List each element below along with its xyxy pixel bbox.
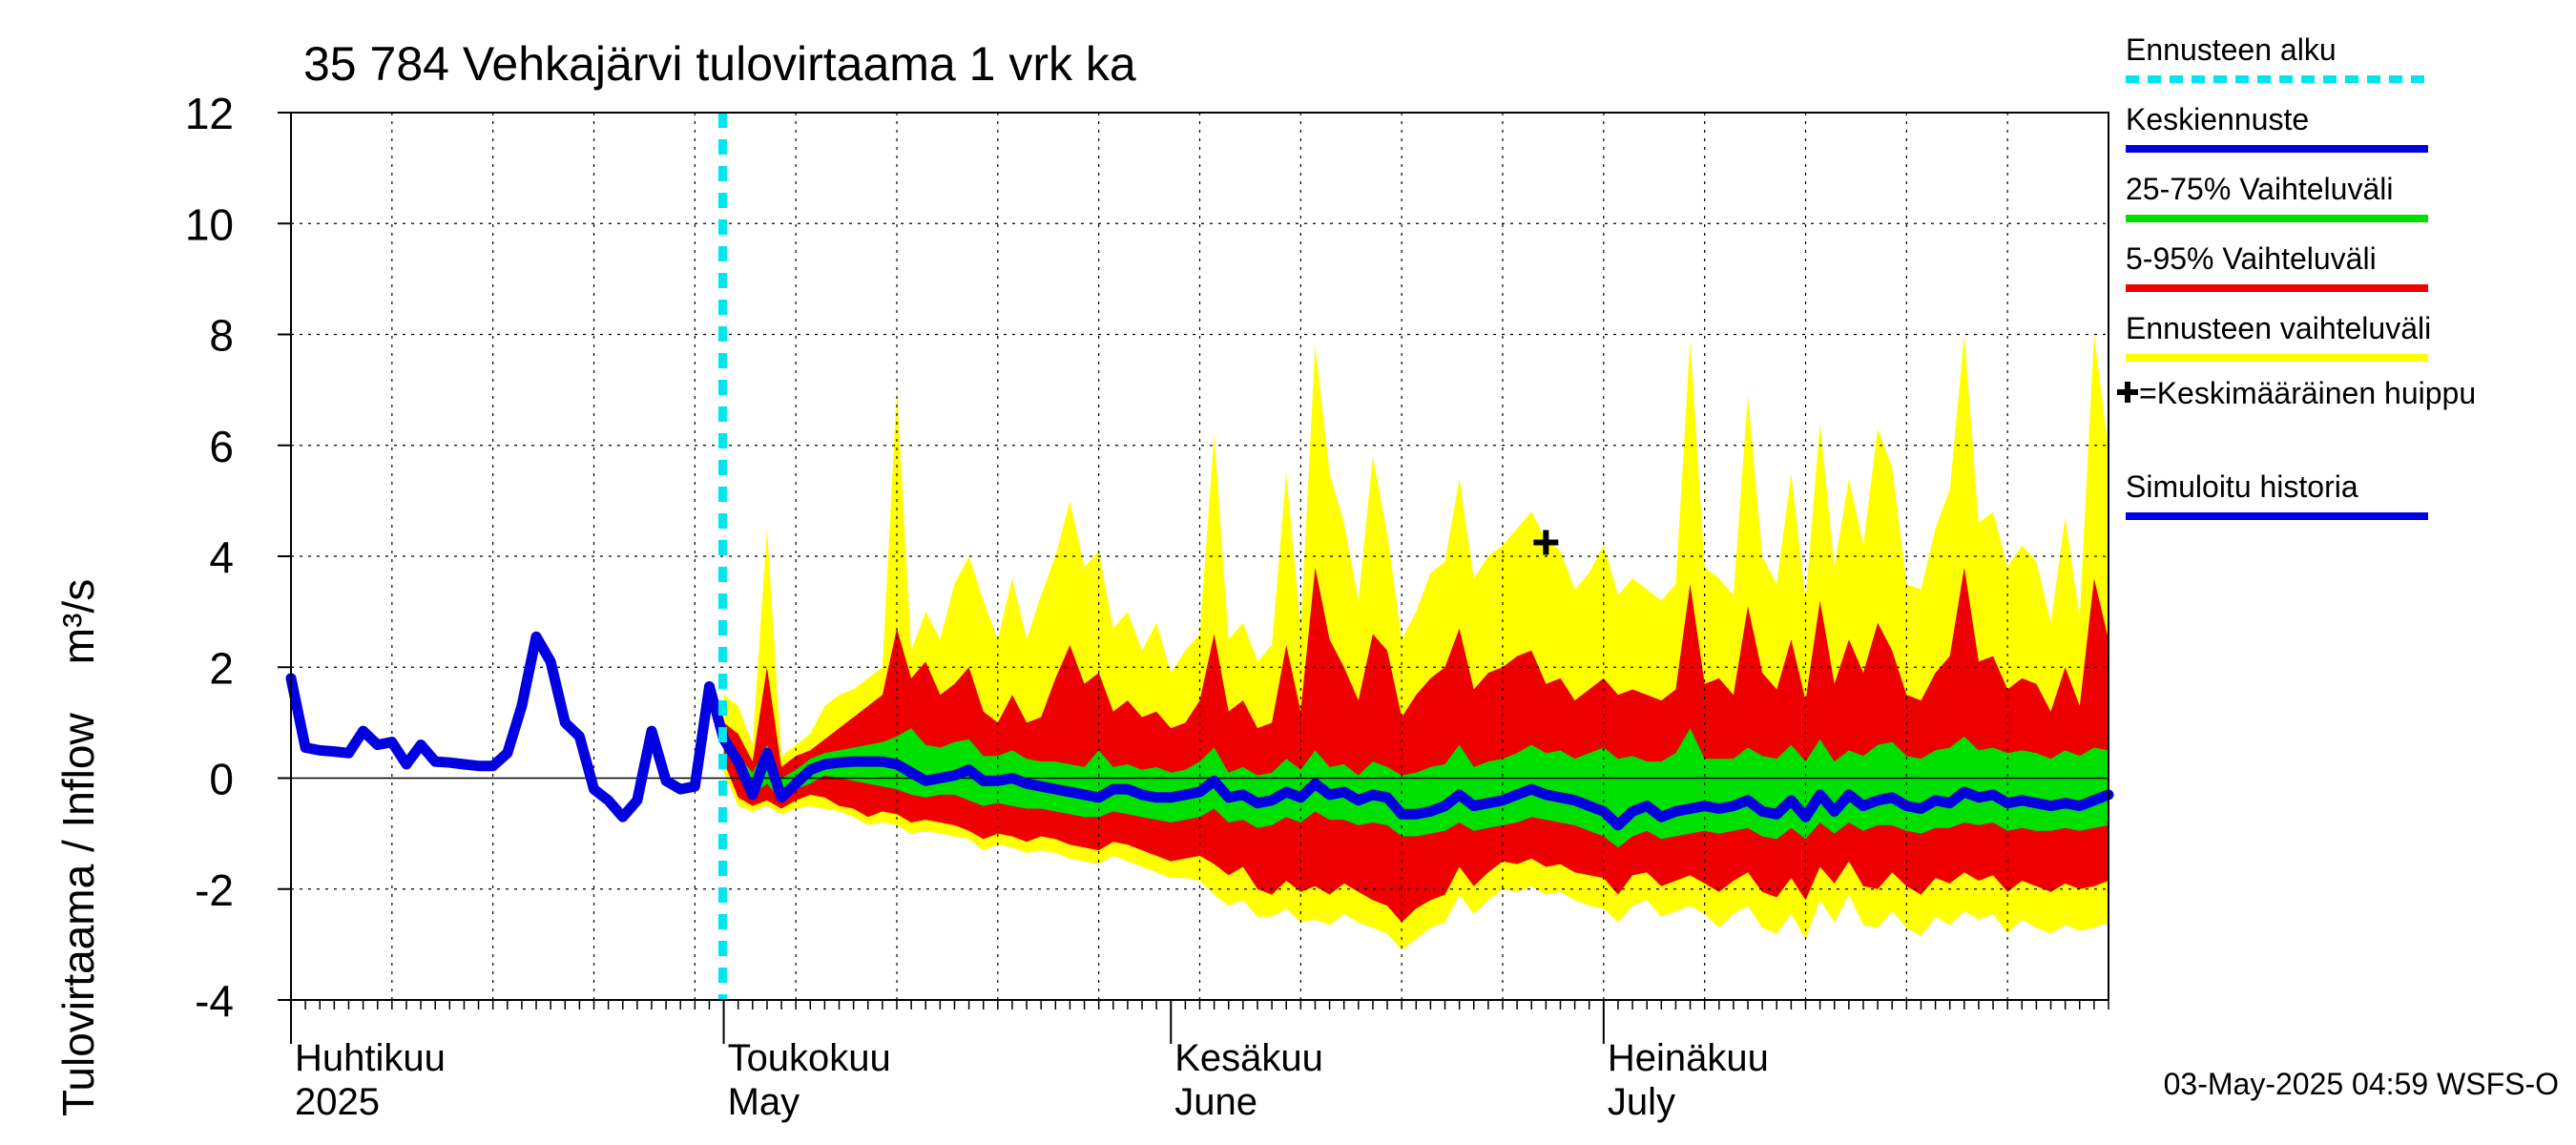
- forecast-bands: [723, 334, 2109, 950]
- y-axis-label: Tulovirtaama / Inflow m³/s: [53, 579, 103, 1116]
- legend-label: Simuloitu historia: [2126, 469, 2358, 504]
- y-tick-label: 10: [185, 199, 234, 249]
- timestamp: 03-May-2025 04:59 WSFS-O: [2164, 1067, 2559, 1101]
- series-lines: [285, 113, 2114, 1000]
- x-month-label: Toukokuu: [728, 1037, 891, 1079]
- y-tick-label: 0: [209, 755, 234, 804]
- legend-label: Ennusteen alku: [2126, 32, 2337, 67]
- x-month-label: Kesäkuu: [1174, 1037, 1323, 1079]
- legend: Ennusteen alku Keskiennuste 25-75% Vaihtel…: [2117, 32, 2476, 520]
- y-tick-label: -4: [195, 976, 234, 1026]
- mean-peak-marker: [1533, 530, 1559, 555]
- x-month-sublabel: June: [1174, 1081, 1257, 1123]
- y-tick-label: 4: [209, 532, 234, 582]
- y-tick-label: -2: [195, 865, 234, 915]
- p25-75-band: [723, 728, 2109, 848]
- legend-peak-marker: [2117, 382, 2138, 403]
- x-month-label: Heinäkuu: [1608, 1037, 1769, 1079]
- y-tick-label: 6: [209, 422, 234, 471]
- legend-label: =Keskimääräinen huippu: [2139, 376, 2476, 410]
- mean-forecast-line: [704, 681, 2114, 831]
- legend-label: 5-95% Vaihteluväli: [2126, 241, 2377, 276]
- x-month-sublabel: 2025: [295, 1081, 380, 1123]
- legend-label: Keskiennuste: [2126, 102, 2309, 136]
- legend-label: 25-75% Vaihteluväli: [2126, 172, 2393, 206]
- chart-title: 35 784 Vehkajärvi tulovirtaama 1 vrk ka: [303, 37, 1136, 91]
- x-month-sublabel: July: [1608, 1081, 1675, 1123]
- y-tick-label: 2: [209, 643, 234, 693]
- y-tick-label: 12: [185, 89, 234, 138]
- legend-label: Ennusteen vaihteluväli: [2126, 311, 2431, 345]
- y-tick-label: 8: [209, 311, 234, 361]
- x-month-label: Huhtikuu: [295, 1037, 446, 1079]
- grid-lines: [291, 113, 2109, 1000]
- history-line: [285, 631, 715, 822]
- x-month-sublabel: May: [728, 1081, 800, 1123]
